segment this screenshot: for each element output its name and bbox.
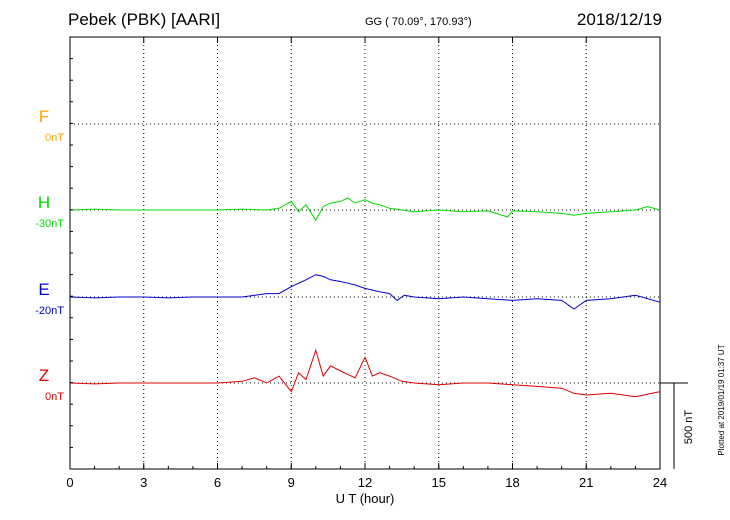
scale-bar-label: 500 nT <box>683 410 695 445</box>
x-tick-label: 21 <box>579 475 593 490</box>
date-label: 2018/12/19 <box>576 10 662 29</box>
x-axis-label: U T (hour) <box>336 491 395 506</box>
baseline-label-E: -20nT <box>35 305 64 317</box>
label-layer: F 0nT H -30nT E -20nT Z 0nT <box>35 107 64 403</box>
series-line-H <box>69 197 661 222</box>
tick-layer: 0 3 6 9 12 15 18 21 24 <box>66 36 667 490</box>
x-tick-label: 18 <box>505 475 519 490</box>
grid-layer <box>143 37 587 469</box>
component-label-F: F <box>39 107 49 126</box>
component-label-E: E <box>38 280 49 299</box>
x-tick-label: 0 <box>66 475 73 490</box>
scale-bar: 500 nT <box>660 382 695 469</box>
series-line-Z <box>69 348 661 398</box>
x-tick-label: 15 <box>432 475 446 490</box>
x-tick-label: 24 <box>653 475 667 490</box>
x-tick-label: 6 <box>214 475 221 490</box>
coordinates-label: GG ( 70.09°, 170.93°) <box>365 16 472 28</box>
baseline-label-H: -30nT <box>35 218 64 230</box>
component-label-H: H <box>38 193 50 212</box>
series-layer <box>69 197 661 398</box>
baseline-label-Z: 0nT <box>45 391 64 403</box>
x-tick-label: 9 <box>288 475 295 490</box>
baseline-label-F: 0nT <box>45 132 64 144</box>
plotted-timestamp: Plotted at 2019/01/19 01:37 UT <box>717 344 726 455</box>
x-tick-label: 3 <box>140 475 147 490</box>
series-line-E <box>69 274 661 310</box>
component-label-Z: Z <box>39 366 49 385</box>
x-tick-label: 12 <box>358 475 372 490</box>
station-title: Pebek (PBK) [AARI] <box>68 10 221 29</box>
